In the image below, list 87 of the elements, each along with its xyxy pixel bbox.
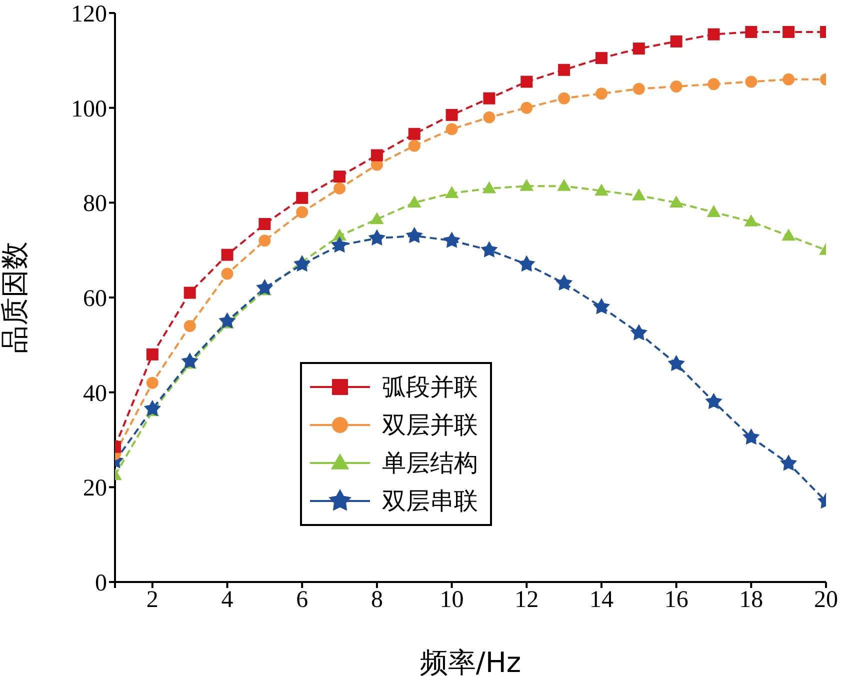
point (408, 128, 420, 140)
point (218, 312, 236, 328)
point (557, 178, 571, 191)
y-axis-title: 品质因数 (0, 242, 31, 354)
point (632, 82, 645, 95)
point (632, 188, 646, 200)
x-axis-title: 频率/Hz (420, 646, 522, 676)
y-tick-label: 80 (83, 191, 107, 218)
point (742, 428, 760, 445)
point (483, 111, 496, 124)
x-tick-label: 8 (370, 587, 383, 614)
point (708, 28, 720, 40)
point (334, 182, 346, 194)
x-tick-label: 6 (296, 587, 308, 614)
legend-label: 双层串联 (382, 486, 478, 517)
point (221, 268, 234, 280)
point (444, 186, 459, 198)
x-tick-label: 16 (664, 587, 688, 614)
point (258, 218, 271, 230)
point (782, 228, 796, 241)
y-tick-label: 120 (71, 2, 107, 28)
point (446, 123, 458, 136)
x-tick-label: 20 (814, 587, 838, 614)
point (296, 206, 308, 218)
point (184, 286, 196, 299)
point (256, 279, 274, 296)
point (745, 76, 758, 88)
y-tick-label: 20 (83, 476, 107, 502)
point (370, 212, 384, 224)
point (595, 88, 608, 100)
legend-label: 双层并联 (382, 410, 478, 441)
point (630, 324, 648, 340)
point (595, 52, 608, 64)
point (520, 76, 533, 88)
point (296, 192, 308, 204)
point (706, 204, 721, 217)
point (780, 454, 798, 471)
x-tick-label: 14 (589, 587, 614, 614)
point (368, 229, 386, 246)
point (146, 376, 158, 389)
point (744, 214, 758, 226)
point (370, 149, 383, 162)
point (330, 236, 348, 253)
point (782, 73, 795, 86)
point (184, 320, 196, 332)
point (520, 102, 533, 114)
point (406, 226, 423, 244)
point (670, 80, 682, 92)
point (480, 241, 498, 258)
legend-label: 弧段并联 (382, 372, 478, 403)
point (181, 352, 198, 369)
y-tick-label: 60 (83, 286, 107, 312)
point (708, 78, 720, 90)
x-tick-label: 18 (739, 587, 764, 614)
point (483, 92, 496, 104)
y-tick-label: 40 (83, 380, 107, 407)
point (258, 234, 271, 247)
point (594, 184, 608, 196)
point (408, 140, 420, 152)
point (592, 298, 610, 314)
point (668, 354, 685, 372)
y-tick-label: 100 (71, 96, 107, 122)
y-tick-label: 0 (95, 570, 107, 597)
point (670, 35, 682, 48)
point (518, 255, 536, 272)
x-tick-label: 10 (440, 587, 464, 614)
point (558, 64, 570, 76)
point (745, 26, 758, 38)
point (558, 92, 570, 104)
legend-label: 单层结构 (382, 448, 478, 479)
point (782, 26, 795, 38)
point (443, 232, 460, 248)
point (334, 170, 346, 183)
x-tick-label: 2 (146, 587, 158, 614)
point (520, 178, 534, 191)
point (482, 181, 496, 194)
point (407, 195, 422, 208)
point (669, 195, 684, 208)
point (221, 248, 234, 261)
point (144, 400, 161, 416)
x-tick-label: 12 (514, 587, 539, 614)
x-tick-label: 4 (221, 587, 234, 614)
point (146, 348, 158, 360)
point (632, 42, 645, 55)
point (705, 392, 722, 410)
point (446, 108, 458, 121)
point (555, 274, 573, 291)
